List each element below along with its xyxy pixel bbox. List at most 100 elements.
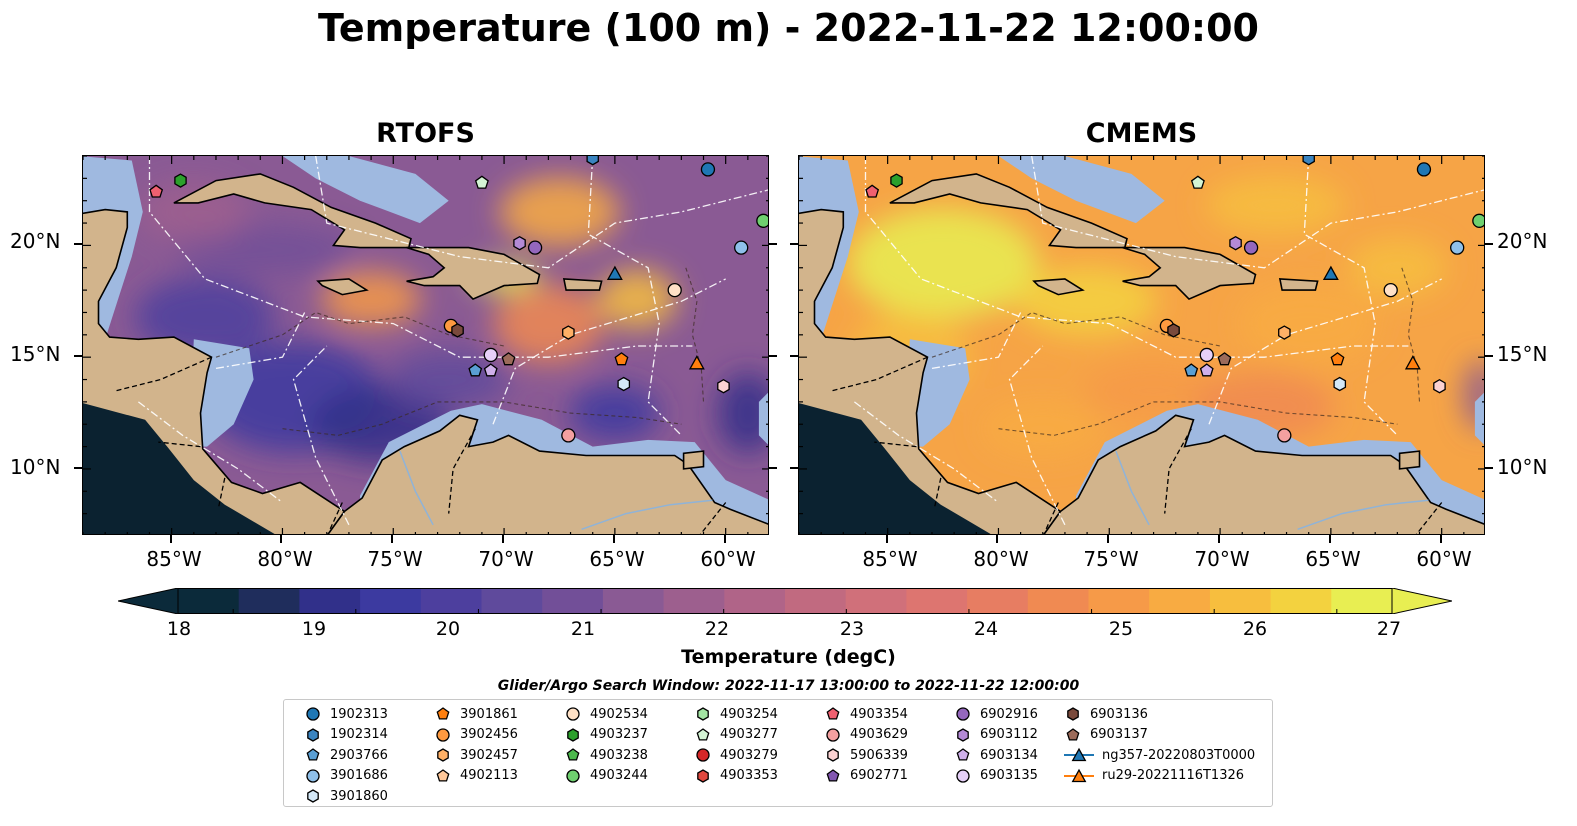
legend-item: 6903135 — [954, 766, 1038, 786]
search-window-text: Glider/Argo Search Window: 2022-11-17 13… — [497, 678, 1080, 694]
cmems-border — [1164, 428, 1192, 514]
outer-lat-tick — [1485, 466, 1493, 469]
legend-marker-icon — [1064, 747, 1094, 762]
legend-marker — [696, 727, 710, 741]
rtofs-land-jamaica — [316, 278, 369, 296]
rtofs-shelf-east_shelf — [758, 392, 768, 445]
legend-item: 3901860 — [304, 786, 388, 806]
rtofs-bathymetry-contour — [282, 401, 682, 436]
outer-lon-tick — [885, 535, 888, 543]
legend-item: 4903238 — [564, 745, 648, 765]
rtofs-platform-marker — [614, 352, 629, 366]
cmems-map[interactable] — [798, 155, 1485, 535]
outer-lat-tick — [769, 355, 777, 358]
legend-marker-icon — [957, 727, 969, 742]
legend-label: 4903254 — [720, 706, 778, 722]
legend-label: 3901860 — [330, 788, 388, 804]
lon-label-rtofs: 75°W — [367, 547, 423, 571]
legend-label: ng357-20220803T0000 — [1102, 747, 1256, 763]
colorbar-segment — [785, 588, 847, 614]
legend-label: 1902314 — [330, 727, 388, 742]
legend-label: 4903354 — [850, 706, 908, 722]
legend-marker-icon — [956, 707, 970, 721]
rtofs-platform-marker — [501, 352, 516, 366]
colorbar-segment — [299, 588, 361, 614]
legend-label: 6902771 — [850, 768, 908, 783]
cmems-land-hispaniola — [1122, 246, 1257, 301]
rtofs-platform-marker — [667, 282, 682, 298]
rtofs-platform-marker — [756, 213, 768, 228]
rtofs-land-cuba — [173, 173, 412, 249]
cmems-platform-marker — [1404, 355, 1421, 370]
cmems-platform-marker — [1167, 323, 1180, 338]
cmems-eez-boundary — [931, 312, 1022, 370]
colorbar-segment — [1331, 588, 1393, 614]
outer-lat-tick — [74, 355, 82, 358]
cmems-platform-marker — [1433, 378, 1446, 394]
cmems-platform-marker — [1190, 175, 1205, 189]
cmems-panel-title: CMEMS — [1085, 118, 1198, 149]
cmems-border — [933, 477, 942, 510]
colorbar-segment — [1027, 588, 1089, 614]
lat-label-right: 10°N — [1497, 455, 1548, 479]
legend-marker — [436, 727, 450, 742]
colorbar-tick: 27 — [1376, 618, 1402, 640]
cmems-eez-boundary — [854, 401, 999, 504]
legend-item: 4903279 — [694, 745, 778, 765]
cmems-river — [1115, 450, 1150, 526]
legend-label: 6903136 — [1090, 706, 1148, 722]
outer-lon-tick — [612, 535, 615, 543]
legend-item: 6902771 — [824, 766, 908, 786]
legend-label: 5906339 — [850, 747, 908, 763]
cmems-bathymetry-contour — [998, 401, 1398, 436]
outer-lat-tick — [769, 243, 777, 246]
legend-marker — [566, 768, 580, 783]
lon-label-rtofs: 85°W — [146, 547, 202, 571]
outer-lon-tick — [1439, 535, 1442, 543]
lat-label-left: 15°N — [10, 342, 61, 366]
outer-lon-tick — [723, 535, 726, 543]
legend-item: 4903277 — [694, 725, 778, 745]
legend-label: 4902113 — [460, 768, 518, 783]
outer-lat-tick — [74, 243, 82, 246]
legend-marker-icon — [956, 768, 970, 783]
rtofs-border — [699, 502, 727, 534]
rtofs-eez-boundary — [138, 401, 283, 504]
legend-marker-icon — [567, 727, 579, 742]
legend-item: 3901686 — [304, 766, 388, 786]
rtofs-eez-boundary — [215, 312, 306, 370]
rtofs-border — [158, 441, 201, 448]
cmems-border — [832, 356, 928, 392]
legend-item: 4903254 — [694, 704, 778, 724]
rtofs-platform-marker — [700, 162, 716, 177]
cmems-eez-boundary — [1303, 156, 1398, 436]
legend-marker-icon — [566, 707, 580, 721]
legend-item: 4903629 — [824, 725, 908, 745]
rtofs-platform-marker — [617, 376, 631, 392]
legend-marker — [827, 748, 839, 762]
lon-label-cmems: 85°W — [862, 547, 918, 571]
rtofs-platform-marker — [451, 323, 464, 338]
cmems-land-puerto_rico — [1278, 278, 1319, 291]
colorbar-tick: 22 — [704, 618, 730, 640]
rtofs-bathymetry-contour — [215, 311, 505, 358]
rtofs-platform-marker — [474, 175, 489, 189]
legend-label: 4902534 — [590, 706, 648, 722]
legend-marker-icon — [1064, 768, 1094, 782]
rtofs-map[interactable] — [82, 155, 769, 535]
legend: 1902313 1902314 2903766 3901686 3901860 39018… — [283, 699, 1273, 807]
rtofs-platform-marker — [527, 240, 543, 255]
legend-label: 6903135 — [980, 768, 1038, 783]
colorbar-segment — [967, 588, 1029, 614]
legend-item: 3901861 — [434, 704, 518, 724]
rtofs-eez-boundary — [292, 345, 350, 526]
legend-item: 4902534 — [564, 704, 648, 724]
legend-marker — [437, 748, 449, 762]
rtofs-platform-marker — [562, 325, 575, 340]
colorbar-tick: 24 — [973, 618, 999, 640]
rtofs-platform-marker — [734, 240, 749, 255]
cmems-platform-marker — [1184, 363, 1199, 377]
outer-lat-tick — [790, 466, 798, 469]
legend-marker — [697, 707, 709, 721]
cmems-platform-marker — [1277, 428, 1292, 443]
